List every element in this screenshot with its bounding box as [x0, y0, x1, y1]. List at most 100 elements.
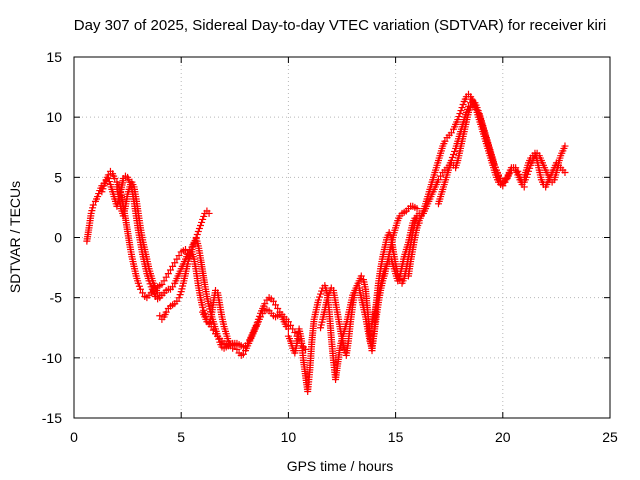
data-point: [499, 177, 507, 185]
data-point: [162, 308, 170, 316]
y-tick-label: -10: [42, 350, 62, 366]
data-point: [447, 129, 455, 137]
data-point: [160, 277, 168, 285]
data-point: [135, 282, 143, 290]
data-point: [252, 321, 260, 329]
data-point: [458, 104, 466, 112]
x-tick-label: 5: [177, 429, 185, 445]
data-point: [162, 273, 170, 281]
x-tick-label: 15: [388, 429, 404, 445]
data-point: [193, 230, 201, 238]
x-axis-label: GPS time / hours: [287, 458, 394, 474]
data-point: [239, 350, 247, 358]
data-point: [437, 172, 445, 180]
data-point: [166, 266, 174, 274]
y-tick-label: 15: [46, 49, 62, 65]
x-tick-label: 20: [495, 429, 511, 445]
y-tick-label: -15: [42, 410, 62, 426]
data-point: [175, 294, 183, 302]
series-trace-c: [156, 248, 310, 353]
series-trace-g: [404, 96, 569, 280]
data-point: [291, 329, 299, 337]
data-point: [449, 150, 457, 158]
data-point: [441, 137, 449, 145]
x-tick-label: 0: [70, 429, 78, 445]
data-point: [255, 312, 263, 320]
data-point: [195, 224, 203, 232]
data-point: [454, 116, 462, 124]
grid: [74, 57, 610, 418]
data-point: [169, 283, 177, 291]
y-axis-label: SDTVAR / TECUs: [7, 181, 23, 293]
data-point: [111, 175, 119, 183]
data-point: [173, 297, 181, 305]
data-point: [512, 164, 520, 172]
data-point: [139, 289, 147, 297]
data-point: [244, 339, 252, 347]
data-point: [514, 167, 522, 175]
data-point: [415, 219, 423, 227]
data-point: [171, 259, 179, 267]
data-point: [561, 169, 569, 177]
data-point: [175, 252, 183, 260]
data-point: [164, 270, 172, 278]
data-point: [457, 107, 465, 115]
data-point: [495, 171, 503, 179]
data-point: [169, 262, 177, 270]
data-point: [284, 318, 292, 326]
data-point: [199, 215, 207, 223]
data-point: [505, 170, 513, 178]
series-trace-j: [113, 178, 168, 299]
data-point: [434, 176, 442, 184]
series-trace-l: [368, 214, 423, 328]
series-trace-a: [83, 167, 213, 302]
data-point: [451, 147, 459, 155]
data-point: [205, 209, 213, 217]
x-axis: 0 5 10 15 20 25: [70, 57, 618, 445]
data-point: [357, 272, 365, 280]
chart-title: Day 307 of 2025, Sidereal Day-to-day VTE…: [74, 17, 606, 34]
y-axis: -15 -10 -5 0 5 10 15: [42, 49, 610, 426]
data-point: [254, 315, 262, 323]
data-point: [287, 321, 295, 329]
data-point: [274, 304, 282, 312]
data-point: [105, 178, 113, 186]
y-tick-label: -5: [50, 290, 63, 306]
data-point: [200, 212, 208, 220]
data-point: [253, 318, 261, 326]
data-point: [94, 193, 102, 201]
data-point: [156, 312, 164, 320]
data-point: [272, 301, 280, 309]
data-point: [99, 185, 107, 193]
data-point: [269, 297, 277, 305]
data-point: [515, 170, 523, 178]
x-tick-label: 10: [281, 429, 297, 445]
data-point: [176, 291, 184, 299]
data-point: [196, 221, 204, 229]
data-point: [136, 285, 144, 293]
data-point: [448, 153, 456, 161]
series-trace-k: [199, 286, 237, 352]
data-point: [160, 289, 168, 297]
y-tick-label: 5: [54, 169, 62, 185]
data-point: [89, 201, 97, 209]
series-trace-i: [434, 101, 507, 208]
data-point: [413, 205, 421, 213]
data-point: [181, 246, 189, 254]
series-trace-h: [520, 149, 569, 191]
data-point: [314, 296, 322, 304]
data-point: [104, 175, 112, 183]
data-point: [233, 345, 241, 353]
data-point: [98, 188, 106, 196]
x-tick-label: 25: [602, 429, 618, 445]
data-point: [455, 113, 463, 121]
data-point: [194, 227, 202, 235]
data-point: [134, 279, 142, 287]
data-points: [83, 90, 569, 396]
data-point: [456, 110, 464, 118]
y-tick-label: 0: [54, 230, 62, 246]
data-point: [209, 326, 217, 334]
data-point: [318, 287, 326, 295]
data-point: [229, 344, 237, 352]
